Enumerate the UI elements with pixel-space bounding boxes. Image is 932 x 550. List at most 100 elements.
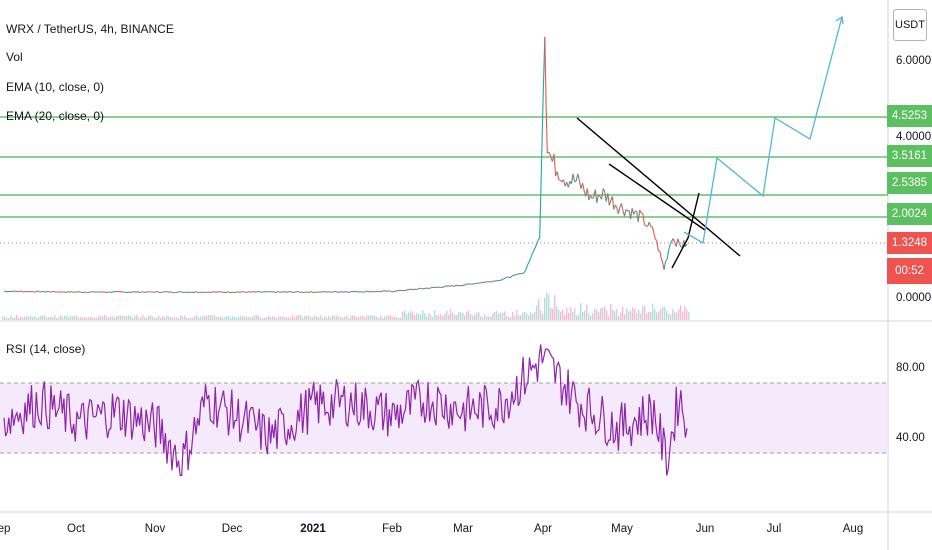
volume-bar (350, 315, 352, 320)
volume-bar (314, 315, 316, 320)
volume-bar (298, 315, 300, 320)
volume-bar (608, 316, 610, 320)
volume-bar (544, 297, 546, 320)
volume-bar (162, 316, 164, 320)
time-tick-label: Apr (534, 523, 552, 535)
volume-bar (376, 316, 378, 320)
volume-bar (300, 315, 302, 320)
volume-bar (658, 311, 660, 320)
price-segment (675, 238, 679, 247)
price-segment (298, 291, 301, 294)
price-segment (623, 209, 627, 217)
volume-bar (614, 311, 616, 320)
price-segment (275, 291, 278, 294)
volume-bar (168, 316, 170, 320)
time-tick-label: Aug (843, 523, 863, 535)
legend-ema-20[interactable]: EMA (20, close, 0) (6, 109, 105, 123)
volume-bar (146, 317, 148, 320)
volume-bar (28, 316, 30, 320)
volume-bar (394, 316, 396, 320)
volume-bar (218, 317, 220, 320)
volume-bar (516, 310, 518, 320)
volume-bar (296, 315, 298, 320)
volume-bar (512, 311, 514, 320)
trendline-drawings[interactable] (576, 15, 844, 269)
volume-bar (60, 315, 62, 320)
volume-bar (336, 316, 338, 320)
price-pane[interactable] (0, 0, 888, 320)
level-lines[interactable] (0, 116, 888, 218)
legend-rsi[interactable]: RSI (14, close) (6, 342, 86, 356)
price-segment (588, 195, 592, 201)
legend-volume[interactable]: Vol (6, 50, 23, 64)
price-axis[interactable]: 6.0000 4.0000 0.0000 (896, 55, 931, 304)
price-segment (246, 291, 249, 293)
trendline-2[interactable] (608, 163, 706, 231)
trendline-1[interactable] (576, 117, 741, 257)
price-segment (301, 291, 304, 294)
volume-bar (480, 316, 482, 320)
price-segment (308, 291, 312, 294)
volume-bar (514, 315, 516, 320)
volume-bar (666, 310, 668, 320)
legend-ema-10[interactable]: EMA (10, close, 0) (6, 80, 105, 94)
volume-bar (422, 310, 424, 320)
volume-bar (334, 316, 336, 320)
time-axis[interactable]: ep Oct Nov Dec 2021 Feb Mar Apr May Jun Jul Aug (0, 523, 863, 535)
volume-bar (332, 315, 334, 320)
volume-bar (246, 316, 248, 320)
volume-bar (102, 316, 104, 320)
volume-bar (138, 317, 140, 320)
volume-bar (48, 317, 50, 320)
volume-bar (654, 309, 656, 320)
volume-bar (356, 317, 358, 320)
volume-bar (364, 317, 366, 320)
rsi-tick-label: 80.00 (896, 362, 925, 374)
volume-bar (362, 315, 364, 320)
price-segment (375, 290, 378, 293)
price-segment (399, 289, 402, 292)
volume-bar (306, 315, 308, 320)
volume-bar (38, 317, 40, 320)
price-segment (601, 188, 604, 200)
volume-bar (624, 313, 626, 320)
volume-bar (532, 313, 534, 320)
price-segment (598, 194, 601, 197)
volume-bar (228, 315, 230, 320)
currency-button[interactable]: USDT (893, 9, 927, 41)
price-segment (574, 180, 577, 183)
volume-bar (474, 314, 476, 320)
volume-bar (126, 315, 128, 320)
price-segment (663, 261, 667, 270)
volume-bar (160, 318, 162, 320)
price-segment (620, 203, 624, 211)
time-tick-label: Oct (67, 523, 86, 535)
price-segment (201, 291, 204, 294)
volume-bar (304, 316, 306, 320)
volume-bar (418, 313, 420, 320)
volume-bar (462, 313, 464, 320)
price-segment (472, 283, 475, 285)
level-pill-label: 4.5253 (891, 110, 928, 122)
volume-bar (124, 315, 126, 320)
volume-bar (574, 308, 576, 320)
volume-bar (352, 315, 354, 320)
volume-bar (132, 318, 134, 320)
price-segment (79, 291, 82, 294)
volume-bar (448, 314, 450, 320)
volume-bar (156, 317, 158, 320)
volume-bar (292, 315, 294, 320)
price-segment (299, 291, 302, 294)
price-segment (655, 238, 658, 241)
time-tick-label: Dec (222, 523, 243, 535)
rsi-axis[interactable]: 80.00 40.00 (896, 362, 925, 444)
projection-path[interactable] (683, 16, 843, 245)
volume-bar (252, 316, 254, 320)
volume-bar (672, 309, 674, 320)
volume-bar (538, 299, 540, 320)
price-tick-label: 0.0000 (896, 292, 931, 304)
volume-bar (610, 304, 612, 320)
trendline-3[interactable] (671, 192, 700, 269)
level-pill-label: 2.0024 (891, 208, 928, 220)
